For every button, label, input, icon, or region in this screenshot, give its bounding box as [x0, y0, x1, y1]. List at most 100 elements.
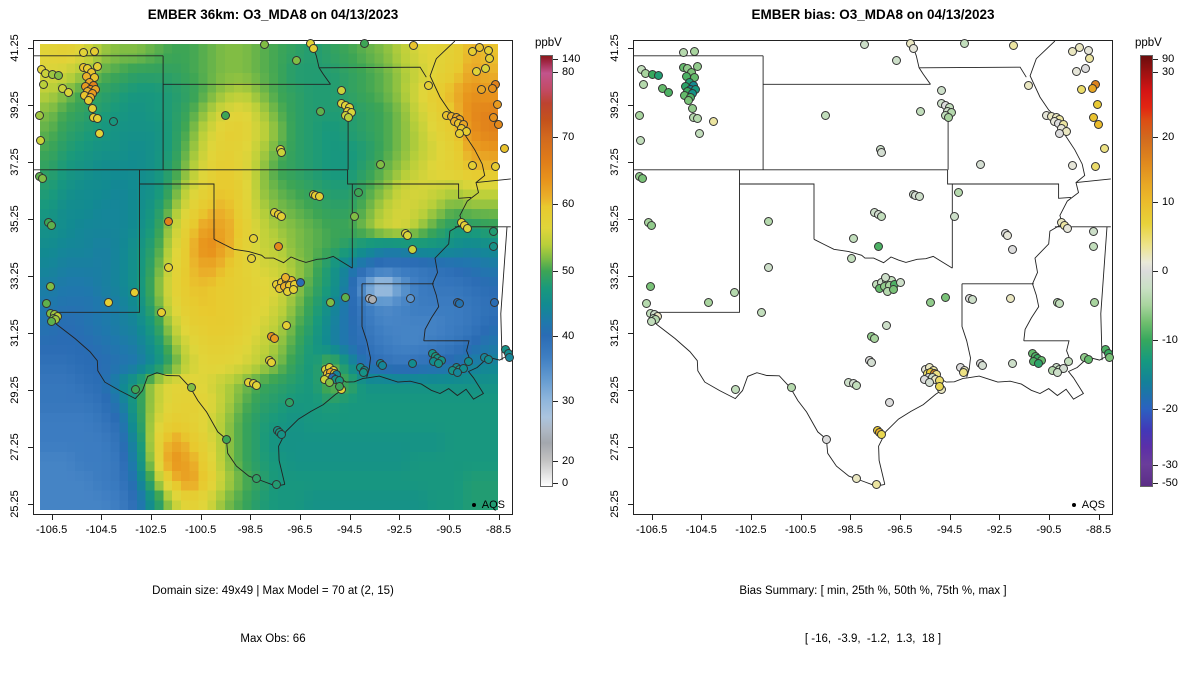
station-dot	[639, 80, 649, 90]
station-dot	[500, 143, 510, 153]
station-dot	[483, 354, 493, 364]
bias-map-plot: AQS	[633, 38, 1114, 515]
y-axis-tick	[28, 218, 33, 220]
station-dot	[492, 99, 502, 109]
station-dot	[39, 80, 49, 90]
station-dot	[915, 192, 925, 202]
station-dot	[1091, 162, 1101, 172]
colorbar-tick-label: 10	[1162, 195, 1175, 208]
state-border-line	[49, 169, 140, 319]
y-axis-tick-label: 41.25	[9, 33, 21, 62]
x-axis-tick-label: -92.5	[986, 524, 1012, 536]
station-dot	[1105, 352, 1114, 362]
station-dot	[260, 39, 270, 49]
station-dot	[488, 226, 498, 236]
station-dot	[483, 45, 493, 55]
colorbar-tick	[553, 204, 558, 205]
station-dot	[787, 382, 797, 392]
colorbar-tick	[1153, 409, 1158, 411]
station-dot	[464, 356, 473, 366]
station-dot	[89, 47, 99, 56]
station-dot	[689, 47, 699, 56]
station-dot	[664, 87, 674, 97]
station-dot	[866, 357, 876, 367]
x-axis-tick	[448, 515, 450, 520]
colorbar-tick	[553, 335, 558, 337]
station-dot	[359, 38, 369, 48]
station-dot	[64, 87, 74, 97]
station-dot	[130, 384, 140, 394]
x-axis-tick	[1098, 515, 1100, 520]
station-dot	[925, 377, 934, 387]
y-axis-tick	[28, 446, 33, 448]
station-dot	[653, 71, 663, 80]
station-dot	[452, 368, 462, 378]
station-dot	[763, 216, 773, 226]
station-dot	[276, 430, 286, 440]
station-dot	[958, 368, 968, 378]
station-dot	[1071, 67, 1081, 76]
aqs-legend-label: AQS	[1081, 499, 1105, 511]
state-border-line	[1023, 41, 1086, 341]
station-dot	[1003, 230, 1013, 240]
model-caption: Domain size: 49x49 | Max Model = 70 at (…	[13, 551, 533, 679]
station-dot	[53, 71, 63, 80]
y-axis-tick-label: 37.25	[609, 147, 621, 176]
y-axis-tick	[28, 47, 33, 49]
state-border-line	[649, 169, 740, 319]
station-dot	[407, 358, 417, 368]
y-axis-tick-label: 39.25	[9, 90, 21, 119]
station-dot	[943, 112, 953, 122]
station-dot	[821, 434, 831, 444]
aqs-point-marker-icon	[471, 503, 476, 507]
station-dot	[468, 161, 478, 170]
station-dot	[860, 39, 870, 49]
colorbar-tick-label: 40	[562, 329, 575, 342]
station-dot	[454, 128, 464, 138]
ozone-colorbar: ppbV 140 80 70 60 50 40 30 20 0	[535, 37, 580, 489]
colorbar-tick	[553, 461, 558, 463]
colorbar-tick-label: 60	[562, 198, 575, 210]
colorbar-tick-label: 0	[1162, 265, 1169, 277]
station-dot	[641, 298, 651, 308]
y-axis-tick	[28, 389, 33, 391]
x-axis-tick-label: -104.5	[85, 524, 117, 536]
model-map-plot: AQS	[33, 38, 514, 515]
station-dot	[38, 174, 48, 184]
x-axis-tick-label: -90.5	[1036, 524, 1062, 536]
state-border-line	[649, 318, 885, 487]
station-dot	[1068, 161, 1078, 170]
y-axis-tick	[28, 104, 33, 106]
aqs-point-marker-icon	[1071, 503, 1076, 507]
station-dot	[646, 220, 656, 230]
station-dot	[249, 233, 259, 243]
station-dot	[353, 188, 363, 198]
station-dot	[1092, 99, 1102, 109]
station-dot	[870, 334, 880, 343]
colorbar-tick	[553, 137, 558, 139]
caption-line-1: Domain size: 49x49 | Max Model = 70 at (…	[152, 585, 394, 597]
x-axis-tick-label: -104.5	[685, 524, 717, 536]
x-axis-tick	[850, 515, 852, 520]
x-axis-tick	[899, 515, 901, 520]
colorbar-tick	[553, 482, 558, 484]
caption-line-2: Max Obs: 66	[240, 633, 306, 645]
station-dot	[704, 297, 713, 307]
station-dot	[1090, 297, 1100, 307]
station-dot	[285, 397, 295, 407]
station-dot	[934, 382, 944, 392]
station-dot	[315, 106, 325, 116]
station-dot	[291, 56, 301, 66]
station-dot	[88, 104, 98, 113]
station-dot	[467, 47, 477, 56]
y-axis-tick	[28, 503, 33, 505]
station-dot	[896, 278, 906, 288]
colorbar-tick	[1153, 58, 1158, 60]
station-dot	[34, 111, 44, 121]
station-dot	[1075, 42, 1085, 52]
x-axis-tick	[399, 515, 401, 520]
station-dot	[308, 44, 318, 54]
station-dot	[688, 104, 698, 113]
colorbar-tick	[1153, 482, 1158, 484]
x-axis-tick-label: -98.5	[837, 524, 863, 536]
